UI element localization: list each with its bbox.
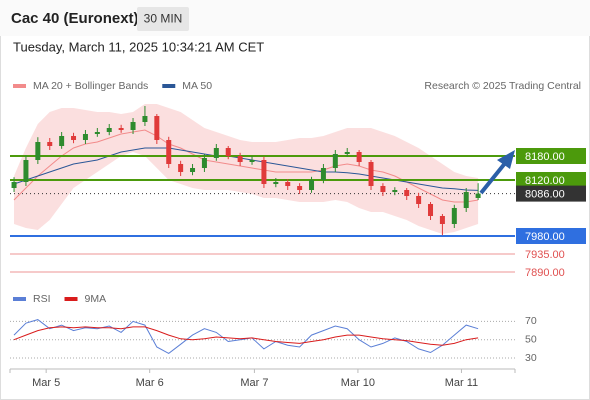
indicator-line xyxy=(13,326,479,346)
x-tick-label: Mar 6 xyxy=(136,377,164,389)
candle-body xyxy=(428,204,434,216)
timeframe-button[interactable] xyxy=(137,7,189,31)
y-tick-label: 30 xyxy=(525,352,537,364)
legend-swatch xyxy=(64,297,78,301)
bollinger-band xyxy=(14,104,479,234)
candle-body xyxy=(59,136,65,146)
candle-body xyxy=(439,216,445,224)
y-tick-label: 50 xyxy=(525,333,537,345)
level-label: 8180.00 xyxy=(525,151,565,163)
legend-label: MA 20 + Bollinger Bands xyxy=(33,80,148,92)
candle-body xyxy=(213,148,219,158)
candle-body xyxy=(130,122,136,130)
candle-body xyxy=(297,186,303,190)
credit: Research © 2025 Trading Central xyxy=(424,80,581,92)
timeframe[interactable]: 30 MIN xyxy=(144,12,183,26)
candle-body xyxy=(225,148,231,156)
candle-body xyxy=(166,140,172,164)
candle-body xyxy=(273,182,279,184)
x-tick-label: Mar 10 xyxy=(341,377,375,389)
level-label: 8120.00 xyxy=(525,175,565,187)
candle-body xyxy=(285,182,291,186)
title: Cac 40 (Euronext) xyxy=(11,10,139,27)
candle-body xyxy=(201,158,207,168)
candle-body xyxy=(380,186,386,192)
candle-body xyxy=(368,162,374,186)
candle-body xyxy=(106,128,112,132)
candle-body xyxy=(320,168,326,180)
candle-body xyxy=(261,160,267,184)
candle-body xyxy=(47,142,53,146)
candle-body xyxy=(118,128,124,130)
x-tick-label: Mar 7 xyxy=(240,377,268,389)
candle-body xyxy=(190,168,196,172)
level-box xyxy=(516,185,586,202)
arrow-head xyxy=(497,150,515,169)
header-bar xyxy=(0,0,590,36)
arrow-shaft xyxy=(479,160,508,195)
candle-body xyxy=(237,156,243,162)
candle-body xyxy=(249,160,255,162)
candle-body xyxy=(309,180,315,190)
datetime: Tuesday, March 11, 2025 10:34:21 AM CET xyxy=(13,39,264,54)
candle-body xyxy=(178,164,184,172)
level-label: 7935.00 xyxy=(525,249,565,261)
candle-body xyxy=(392,190,398,192)
candle-body xyxy=(463,192,469,208)
candle-body xyxy=(475,193,481,198)
plot: MA 20 + Bollinger Bands MA 50 8180.00 8120.… xyxy=(9,80,586,389)
y-tick-label: 70 xyxy=(525,315,537,327)
legend-swatch xyxy=(162,84,176,88)
candle-body xyxy=(82,134,88,140)
candle-body xyxy=(332,154,338,168)
candle-body xyxy=(94,132,100,134)
level-label: 7890.00 xyxy=(525,267,565,279)
candle-body xyxy=(344,152,350,154)
level-label: 7980.00 xyxy=(525,231,565,243)
legend-swatch xyxy=(13,84,26,88)
legend-label: 9MA xyxy=(85,293,107,305)
candle-body xyxy=(416,196,422,204)
candle-body xyxy=(11,182,17,188)
candle-body xyxy=(154,116,160,140)
legend-label: MA 50 xyxy=(182,80,212,92)
candle-body xyxy=(35,142,41,160)
level-box xyxy=(516,148,586,164)
candle-body xyxy=(71,136,77,140)
x-tick-label: Mar 5 xyxy=(32,377,60,389)
candle-body xyxy=(404,190,410,196)
legend-swatch xyxy=(13,297,26,301)
candle-body xyxy=(451,208,457,224)
candle-body xyxy=(23,160,29,182)
legend-label: RSI xyxy=(33,293,51,305)
level-box xyxy=(516,172,586,188)
candle-body xyxy=(356,152,362,162)
level-label: 8086.00 xyxy=(525,189,565,201)
x-tick-label: Mar 11 xyxy=(445,377,478,389)
candle-body xyxy=(142,116,148,122)
level-box xyxy=(516,228,586,244)
